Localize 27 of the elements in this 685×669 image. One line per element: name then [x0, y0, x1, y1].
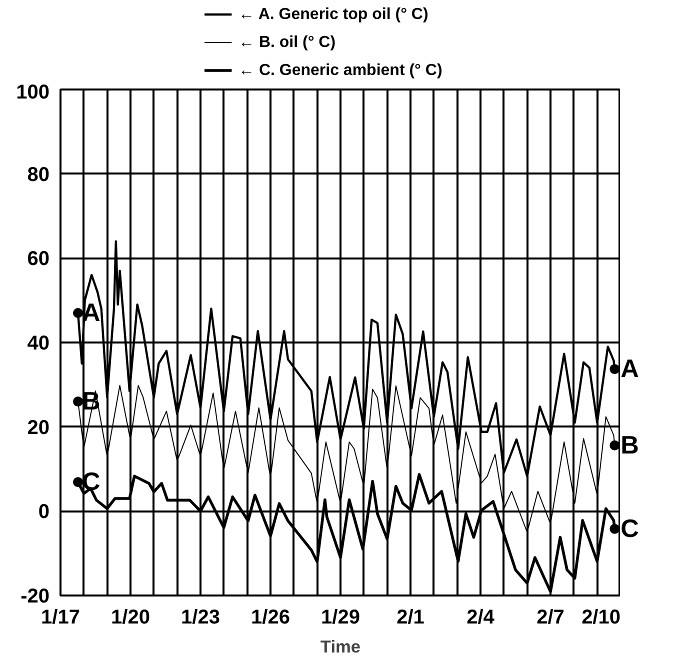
legend-label: ← A. Generic top oil (° C) [238, 6, 428, 23]
point [73, 308, 83, 318]
annotation: B [620, 431, 639, 460]
x-tick-label: 2/10 [582, 606, 621, 628]
point [610, 524, 620, 534]
legend-label: ← B. oil (° C) [238, 34, 336, 51]
y-tick-label: 100 [16, 82, 50, 104]
y-tick-label: 80 [27, 164, 50, 186]
x-axis-title: Time [320, 636, 361, 656]
x-tick-label: 1/29 [321, 606, 360, 628]
x-tick-label: 2/1 [396, 606, 424, 628]
y-tick-label: 40 [27, 332, 50, 354]
legend-label: ← C. Generic ambient (° C) [238, 62, 442, 79]
y-tick-label: 0 [38, 501, 50, 524]
x-tick-label: 1/17 [41, 606, 80, 628]
point [73, 477, 83, 488]
annotation: C [620, 514, 639, 543]
x-tick-label: 2/4 [466, 606, 496, 628]
x-tick-label: 2/7 [536, 606, 564, 628]
y-tick-label: -20 [20, 586, 50, 608]
annotation: A [620, 355, 639, 384]
x-tick-label: 1/20 [111, 606, 150, 628]
x-tick-label: 1/26 [251, 606, 290, 628]
point [73, 396, 83, 407]
y-tick-label: 60 [27, 248, 50, 270]
y-tick-label: 20 [27, 416, 50, 439]
x-tick-label: 1/23 [181, 606, 220, 628]
